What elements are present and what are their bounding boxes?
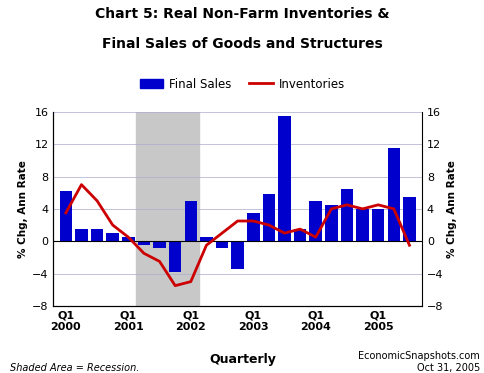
Bar (231, 241, 243, 269)
Text: EconomicSnapshots.com
Oct 31, 2005: EconomicSnapshots.com Oct 31, 2005 (358, 351, 479, 373)
Bar (200, 237, 212, 241)
Y-axis label: % Chg, Ann Rate: % Chg, Ann Rate (447, 160, 456, 258)
Bar (262, 194, 274, 241)
Bar (215, 241, 228, 248)
Bar (106, 233, 119, 241)
Bar (75, 229, 88, 241)
Text: Shaded Area = Recession.: Shaded Area = Recession. (10, 363, 139, 373)
Bar (91, 229, 103, 241)
Text: Quarterly: Quarterly (209, 352, 275, 366)
Bar (246, 213, 259, 241)
Bar (293, 229, 306, 241)
Legend: Final Sales, Inventories: Final Sales, Inventories (135, 73, 349, 95)
Bar (309, 201, 321, 241)
Bar (356, 209, 368, 241)
Text: Final Sales of Goods and Structures: Final Sales of Goods and Structures (102, 37, 382, 51)
Bar (340, 189, 352, 241)
Bar (184, 201, 197, 241)
Bar (153, 241, 166, 248)
Bar (60, 191, 72, 241)
Bar (402, 197, 415, 241)
Bar (278, 116, 290, 241)
Bar (136, 112, 198, 306)
Y-axis label: % Chg, Ann Rate: % Chg, Ann Rate (18, 160, 28, 258)
Bar (371, 209, 384, 241)
Bar (387, 148, 399, 241)
Bar (168, 241, 181, 272)
Bar (137, 241, 150, 245)
Bar (324, 205, 337, 241)
Text: Chart 5: Real Non-Farm Inventories &: Chart 5: Real Non-Farm Inventories & (95, 7, 389, 22)
Bar (122, 237, 134, 241)
